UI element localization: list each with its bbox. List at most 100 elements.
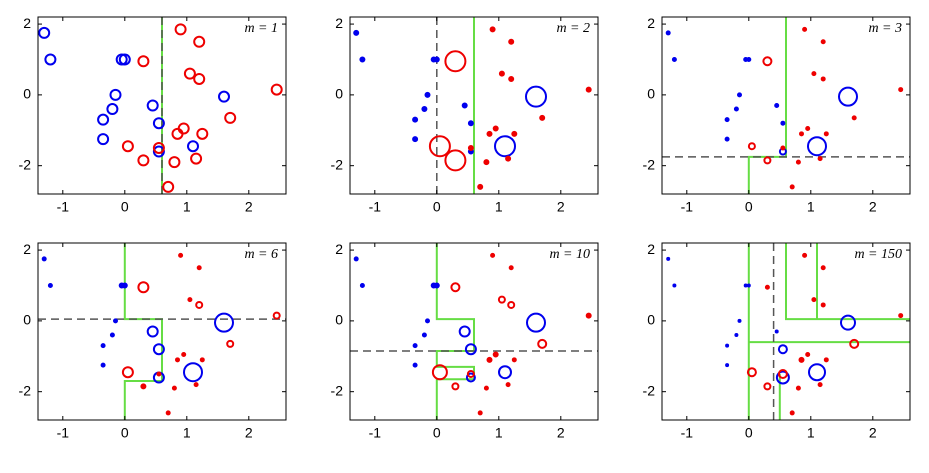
plot-area	[38, 243, 286, 420]
point	[762, 56, 773, 67]
point	[746, 56, 752, 62]
point	[747, 142, 756, 151]
point	[511, 130, 518, 137]
point	[146, 99, 159, 112]
point	[38, 26, 51, 39]
point	[508, 75, 515, 82]
point	[113, 318, 118, 324]
y-tick-label: 2	[647, 15, 655, 31]
point	[477, 183, 484, 190]
point	[359, 282, 365, 288]
point	[898, 313, 904, 319]
point	[461, 102, 468, 109]
point	[851, 115, 857, 121]
x-tick-label: 2	[245, 199, 253, 215]
frame	[661, 16, 911, 195]
plot-area	[666, 243, 910, 420]
y-tick-label: 2	[647, 241, 655, 257]
y-tick-label: -2	[19, 382, 32, 398]
point	[840, 314, 856, 331]
point	[106, 103, 119, 116]
point	[805, 352, 811, 358]
boundary-line	[747, 243, 910, 420]
point	[725, 343, 730, 348]
point	[737, 318, 742, 323]
point	[121, 366, 134, 379]
y-tick-label: -2	[643, 382, 656, 398]
y-tick-label: -2	[19, 156, 32, 172]
x-tick-label: -1	[57, 425, 70, 441]
x-tick-label: 1	[495, 199, 503, 215]
point	[507, 300, 516, 309]
point	[492, 351, 499, 358]
point	[431, 364, 448, 381]
point	[109, 88, 122, 101]
point	[421, 106, 428, 113]
point	[464, 343, 477, 356]
point	[795, 385, 801, 391]
point	[526, 312, 546, 333]
y-tick-label: 2	[335, 15, 343, 31]
point	[195, 300, 204, 309]
x-tick-label: 0	[433, 425, 441, 441]
point	[465, 372, 476, 383]
x-tick-label: 1	[183, 425, 191, 441]
x-tick-label: 0	[121, 199, 129, 215]
x-tick-label: 1	[495, 425, 503, 441]
point	[174, 23, 187, 36]
point	[196, 265, 202, 271]
point	[187, 297, 193, 303]
point	[486, 130, 493, 137]
point	[175, 357, 180, 363]
point	[746, 367, 757, 378]
point	[196, 127, 209, 140]
x-tick-label: -1	[369, 199, 382, 215]
point	[585, 312, 592, 319]
frame	[349, 16, 599, 195]
point	[777, 344, 788, 355]
point	[165, 410, 171, 416]
point	[190, 152, 203, 165]
point	[811, 71, 817, 77]
point	[152, 343, 165, 356]
point	[789, 410, 795, 416]
point	[444, 50, 467, 73]
x-tick-label: 0	[745, 199, 753, 215]
point	[193, 382, 199, 388]
point	[477, 410, 483, 416]
point	[152, 117, 165, 130]
point	[802, 26, 808, 32]
point	[763, 382, 772, 391]
point	[537, 338, 548, 349]
panel-title: m = 10	[549, 247, 590, 262]
point	[433, 56, 440, 63]
point	[490, 252, 496, 258]
point	[780, 120, 786, 126]
point	[724, 136, 730, 142]
point	[508, 38, 515, 45]
point	[724, 117, 730, 123]
point	[100, 343, 106, 349]
y-tick-label: 2	[23, 15, 31, 31]
y-tick-label: -2	[331, 382, 344, 398]
point	[505, 382, 511, 388]
point	[171, 385, 177, 391]
point	[353, 256, 359, 262]
point	[805, 126, 811, 132]
point	[525, 85, 547, 108]
point	[146, 325, 159, 338]
point	[183, 67, 196, 80]
point	[774, 103, 780, 108]
point	[838, 86, 858, 107]
point	[100, 362, 106, 368]
x-tick-label: 0	[121, 425, 129, 441]
point	[725, 363, 730, 368]
point	[802, 252, 808, 258]
point	[799, 131, 804, 137]
plot-area	[350, 243, 598, 420]
point	[820, 302, 826, 308]
point	[498, 70, 505, 77]
frame	[37, 242, 287, 421]
panel-title: m = 150	[854, 247, 902, 262]
point	[118, 53, 131, 66]
